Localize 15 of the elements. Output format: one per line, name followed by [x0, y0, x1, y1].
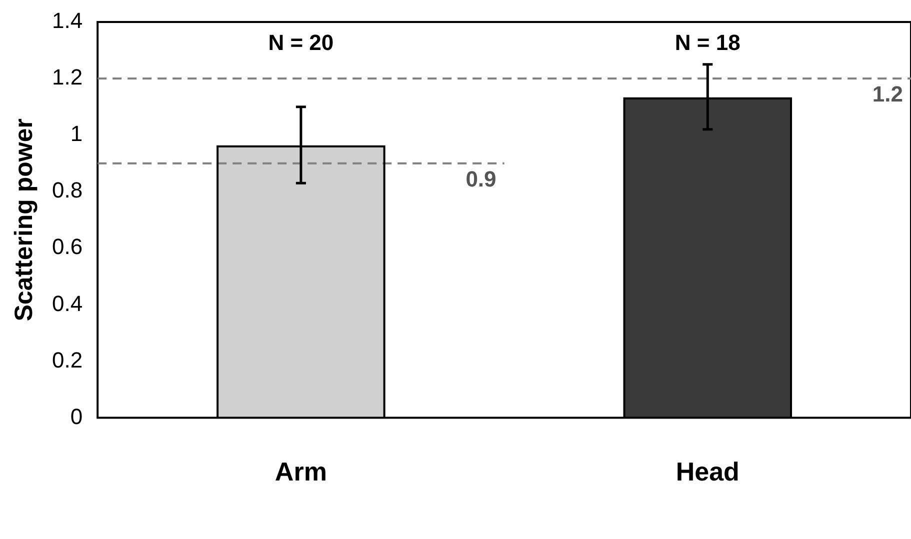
y-tick-label: 0.4 — [52, 290, 83, 316]
x-tick-label: Head — [676, 456, 740, 487]
annotation: N = 18 — [674, 30, 740, 56]
y-tick-label: 1.4 — [52, 8, 83, 34]
y-tick-label: 0 — [70, 404, 83, 429]
x-tick-label: Arm — [274, 456, 327, 487]
y-tick-label: 0.2 — [52, 347, 83, 372]
y-tick-label: 0.8 — [52, 178, 83, 203]
annotation: N = 20 — [268, 30, 334, 56]
ref-line-label: 1.2 — [872, 82, 903, 107]
y-axis-title: Scattering power — [10, 118, 38, 322]
y-tick-label: 1 — [70, 121, 83, 146]
y-tick-label: 1.2 — [52, 64, 83, 90]
ref-line-label: 0.9 — [466, 166, 496, 192]
y-tick-label: 0.6 — [52, 234, 83, 260]
